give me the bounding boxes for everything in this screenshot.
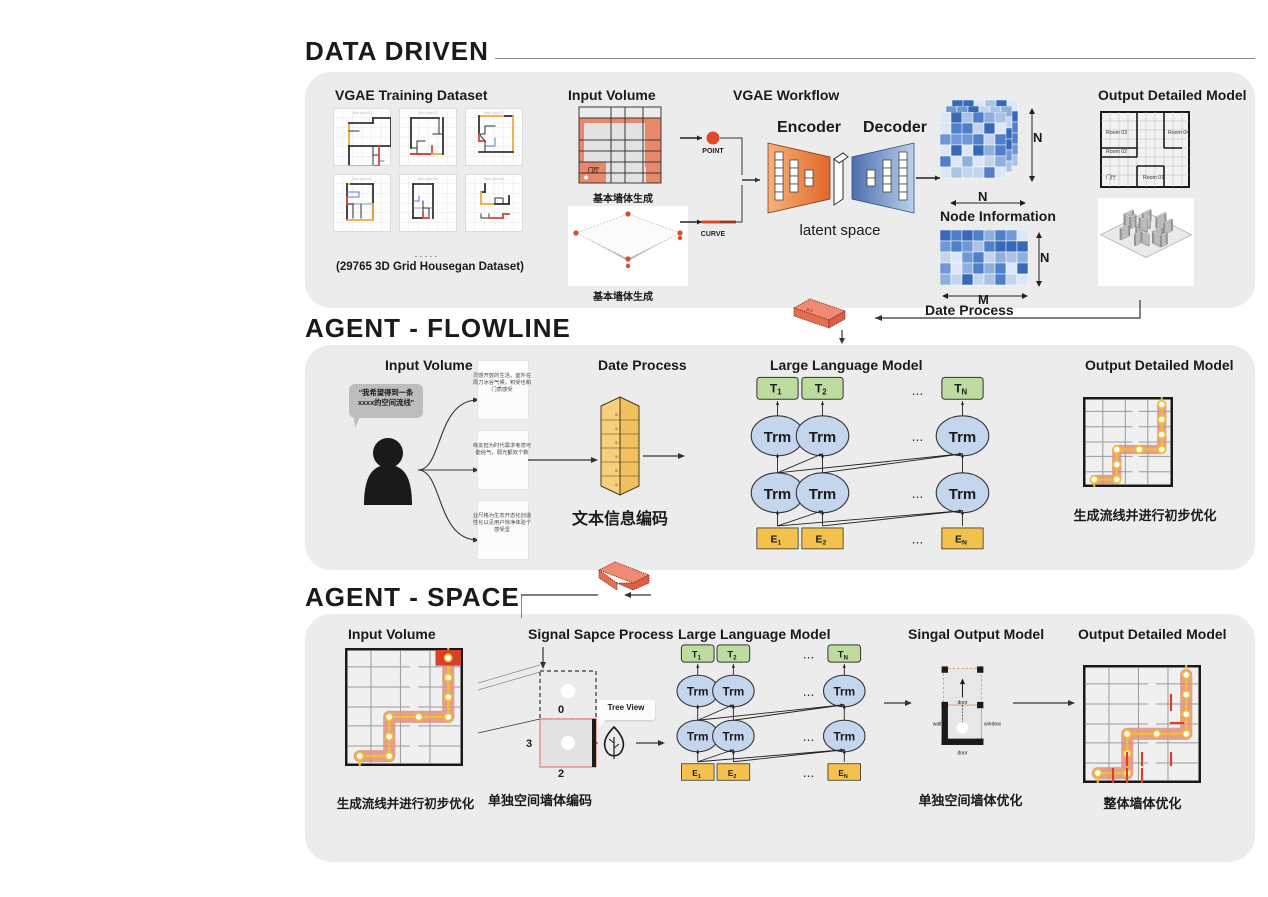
svg-text:5 1: 5 1	[615, 440, 621, 445]
svg-text:POINT: POINT	[702, 148, 724, 155]
svg-text:5 1: 5 1	[615, 468, 621, 473]
svg-text:...: ...	[803, 683, 815, 699]
svg-text:5 1: 5 1	[615, 412, 621, 417]
svg-text:...: ...	[803, 646, 815, 662]
svg-text:Room 03: Room 03	[1106, 130, 1127, 136]
svg-text:floor plan 01: floor plan 01	[353, 111, 372, 115]
svg-text:Trm: Trm	[833, 685, 855, 699]
svg-text:Trm: Trm	[723, 685, 745, 699]
svg-text:5 1: 5 1	[615, 454, 621, 459]
svg-text:Decoder: Decoder	[863, 119, 927, 136]
svg-text:wall: wall	[933, 721, 942, 727]
svg-text:Trm: Trm	[687, 730, 709, 744]
svg-text:...: ...	[912, 485, 924, 501]
svg-text:Trm: Trm	[949, 429, 976, 446]
svg-text:floor plan 06: floor plan 06	[485, 177, 504, 181]
svg-text:window: window	[984, 721, 1001, 727]
svg-text:Trm: Trm	[687, 685, 709, 699]
svg-text:Trm: Trm	[949, 486, 976, 503]
svg-text:latent space: latent space	[800, 222, 881, 239]
svg-text:...: ...	[803, 764, 815, 780]
svg-text:Date Process: Date Process	[925, 302, 1014, 318]
svg-text:CURVE: CURVE	[701, 231, 726, 238]
svg-text:floor plan 03: floor plan 03	[485, 111, 504, 115]
svg-text:door: door	[957, 750, 967, 756]
svg-text:...: ...	[912, 530, 924, 546]
svg-text:Encoder: Encoder	[777, 119, 841, 136]
svg-text:Trm: Trm	[764, 486, 791, 503]
svg-text:...: ...	[803, 728, 815, 744]
svg-text:floor plan 02: floor plan 02	[419, 111, 438, 115]
svg-text:Trm: Trm	[809, 486, 836, 503]
svg-text:Trm: Trm	[764, 429, 791, 446]
svg-text:Trm: Trm	[833, 730, 855, 744]
svg-text:3: 3	[526, 738, 532, 750]
svg-text:Trm: Trm	[809, 429, 836, 446]
svg-text:5 1: 5 1	[615, 426, 621, 431]
svg-text:Room 04: Room 04	[1168, 130, 1189, 136]
svg-text:...: ...	[912, 428, 924, 444]
svg-text:floor plan 05: floor plan 05	[419, 177, 438, 181]
svg-text:Room 01: Room 01	[1143, 175, 1164, 181]
svg-text:门厅: 门厅	[1106, 174, 1116, 181]
svg-text:5 1: 5 1	[615, 482, 621, 487]
svg-text:门厅: 门厅	[588, 166, 600, 174]
svg-text:2: 2	[558, 768, 564, 780]
svg-text:door: door	[957, 700, 967, 706]
svg-text:Room 02: Room 02	[1106, 149, 1127, 155]
svg-text:...: ...	[912, 382, 924, 398]
svg-text:Trm: Trm	[723, 730, 745, 744]
svg-text:0: 0	[558, 704, 564, 716]
svg-text:floor plan 04: floor plan 04	[353, 177, 372, 181]
